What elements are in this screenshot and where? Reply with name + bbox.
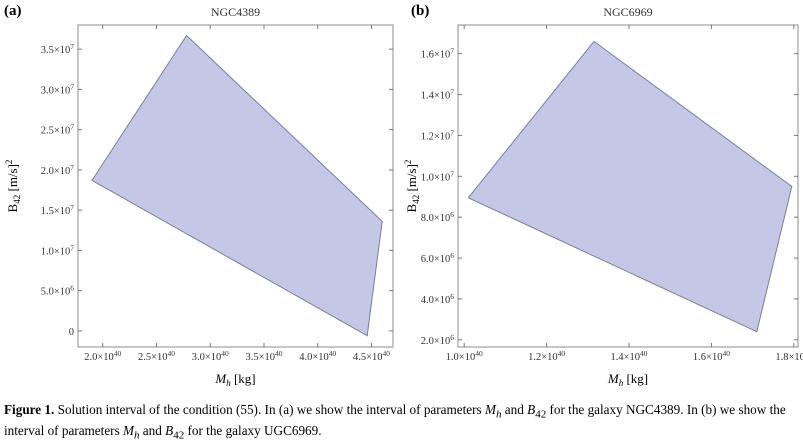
y-tick-label-a-7: 3.5×107	[41, 42, 75, 56]
y-tick-label-b-7: 1.6×107	[421, 47, 455, 61]
figure-panel-a: (a) 2.0×1040 2.5×1040 3.0×1040 3.5×1040 4.0×…	[0, 0, 400, 392]
y-tick-label-a-0: 0	[69, 327, 74, 338]
caption-symbol-b42-1: B	[527, 402, 536, 417]
plot-frame-a	[77, 24, 394, 348]
caption-symbol-b42-1-sub: 42	[535, 408, 547, 421]
x-tick-label-a-2: 3.0×1040	[192, 349, 229, 363]
x-tick-label-b-4: 1.8×1040	[775, 349, 803, 363]
x-tick-label-b-2: 1.4×1040	[611, 349, 648, 363]
y-tick-label-a-3: 1.5×107	[41, 203, 75, 217]
x-tick-label-b-3: 1.6×1040	[693, 349, 730, 363]
caption-symbol-b42-2: B	[165, 422, 174, 438]
caption-text-2: and	[501, 402, 528, 417]
caption-symbol-b42-2-sub: 42	[173, 429, 185, 442]
solution-region-b	[467, 40, 793, 333]
caption-symbol-mh-1: M	[484, 402, 496, 417]
caption-text-5: for the galaxy UGC6969.	[184, 422, 322, 438]
y-tick-label-b-1: 4.0×106	[421, 292, 455, 306]
y-tick-label-a-1: 5.0×106	[41, 284, 75, 298]
caption-symbol-mh-1-sub: h	[495, 408, 502, 421]
y-tick-label-b-3: 8.0×106	[421, 210, 455, 224]
x-tick-label-b-0: 1.0×1040	[446, 349, 483, 363]
x-tick-label-a-0: 2.0×1040	[84, 349, 121, 363]
caption-symbol-mh-2: M	[123, 422, 134, 438]
y-tick-label-b-0: 2.0×106	[421, 333, 455, 347]
caption-text-4: and	[139, 422, 166, 438]
y-tick-label-b-2: 6.0×106	[421, 251, 455, 265]
figure-caption: Figure 1. Solution interval of the condi…	[4, 402, 800, 443]
panel-a-label: (a)	[4, 3, 22, 19]
caption-text-3: for the galaxy NGC4389. In (b) we show t…	[4, 402, 786, 438]
figure-panel-b: (b) 1.0×1040 1.2×1040 1.4×1040 1.6×1040 1.8×…	[401, 0, 803, 392]
caption-symbol-mh-2-sub: h	[134, 429, 140, 442]
caption-label: Figure 1.	[4, 402, 55, 417]
y-tick-label-a-5: 2.5×107	[41, 123, 75, 137]
chart-a: 2.0×1040 2.5×1040 3.0×1040 3.5×1040 4.0×1040…	[4, 5, 394, 388]
y-axis-label-a: B42 [m/s]2	[4, 160, 22, 213]
x-axis-label-b: Mh [kg]	[607, 371, 648, 388]
y-tick-label-b-5: 1.2×107	[421, 128, 455, 142]
y-tick-label-b-6: 1.4×107	[421, 88, 455, 102]
x-tick-label-a-5: 4.5×1040	[353, 349, 390, 363]
chart-b: 1.0×1040 1.2×1040 1.4×1040 1.6×1040 1.8×1040…	[403, 5, 803, 388]
y-tick-label-b-4: 1.0×107	[421, 169, 455, 183]
x-tick-label-a-4: 4.0×1040	[299, 349, 336, 363]
y-tick-label-a-2: 1.0×107	[41, 243, 75, 257]
x-tick-label-a-1: 2.5×1040	[138, 349, 175, 363]
x-tick-label-b-1: 1.2×1040	[528, 349, 565, 363]
plot-frame-b	[457, 24, 799, 348]
caption-text-1: Solution interval of the condition (55).…	[54, 402, 485, 417]
chart-title-b: NGC6969	[603, 5, 652, 19]
y-tick-label-a-6: 3.0×107	[41, 82, 75, 96]
y-axis-label-b: B42 [m/s]2	[403, 160, 421, 213]
x-tick-label-a-3: 3.5×1040	[245, 349, 282, 363]
x-axis-label-a: Mh [kg]	[214, 371, 255, 388]
panel-b-label: (b)	[411, 3, 430, 19]
solution-region-a	[91, 34, 383, 337]
y-tick-label-a-4: 2.0×107	[41, 163, 75, 177]
chart-title-a: NGC4389	[211, 5, 260, 19]
